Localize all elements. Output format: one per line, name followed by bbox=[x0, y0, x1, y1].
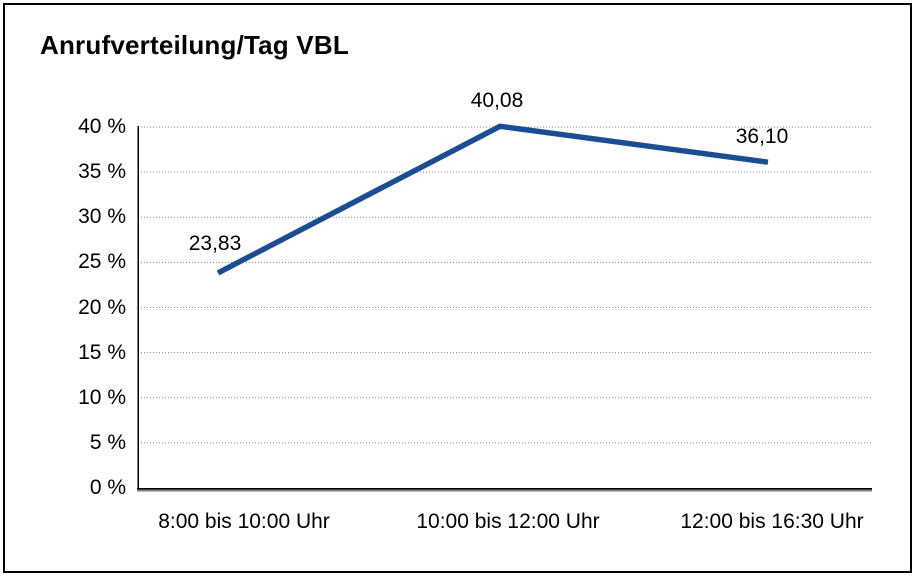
y-tick-label: 30 % bbox=[78, 205, 126, 229]
y-tick-label: 0 % bbox=[89, 476, 126, 499]
y-tick-label: 20 % bbox=[78, 295, 126, 319]
y-tick-label: 35 % bbox=[78, 160, 126, 184]
chart-title: Anrufverteilung/Tag VBL bbox=[40, 30, 349, 60]
data-line bbox=[216, 123, 769, 276]
x-tick-label: 8:00 bis 10:00 Uhr bbox=[158, 510, 330, 533]
data-point-label: 36,10 bbox=[735, 125, 789, 149]
y-tick-label: 10 % bbox=[78, 385, 126, 409]
y-tick-label: 5 % bbox=[89, 430, 126, 454]
y-tick-label: 15 % bbox=[78, 340, 126, 364]
data-point-label: 40,08 bbox=[470, 89, 524, 113]
y-tick-label: 40 % bbox=[78, 115, 126, 138]
y-tick-label: 25 % bbox=[78, 250, 126, 274]
x-tick-label: 10:00 bis 12:00 Uhr bbox=[416, 510, 600, 533]
data-point-label: 23,83 bbox=[188, 231, 242, 255]
x-tick-label: 12:00 bis 16:30 Uhr bbox=[680, 510, 864, 533]
